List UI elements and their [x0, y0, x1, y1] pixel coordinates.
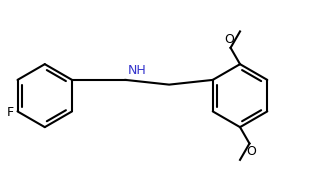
Text: O: O	[246, 145, 256, 158]
Text: F: F	[7, 107, 14, 120]
Text: O: O	[224, 33, 234, 46]
Text: NH: NH	[128, 64, 147, 77]
